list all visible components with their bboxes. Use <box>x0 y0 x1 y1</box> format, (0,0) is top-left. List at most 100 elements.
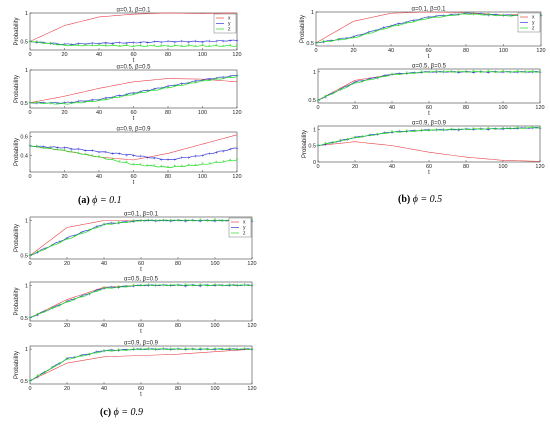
plot-title: α=0.9, β=0.9 <box>124 341 159 347</box>
series-marker-y: + <box>187 80 191 86</box>
series-marker-z: * <box>391 129 394 135</box>
series-marker-y: + <box>104 149 108 155</box>
series-marker-z: * <box>494 127 497 133</box>
series-marker-y: + <box>117 221 121 227</box>
series-marker-z: * <box>139 90 142 96</box>
series-marker-z: * <box>509 70 512 76</box>
axes-frame <box>29 131 238 173</box>
series-marker-z: * <box>66 237 69 243</box>
x-tick-label: 60 <box>130 110 136 116</box>
series-marker-z: * <box>29 316 32 322</box>
axes-frame <box>29 216 253 260</box>
legend-label-y: y <box>243 225 246 231</box>
series-marker-y: + <box>42 100 46 106</box>
series-marker-y: + <box>206 282 210 288</box>
series-marker-z: * <box>324 141 327 147</box>
series-marker-z: * <box>91 99 94 105</box>
series-marker-y: + <box>124 347 128 353</box>
series-marker-z: * <box>390 24 393 30</box>
series-marker-z: * <box>36 144 39 150</box>
series-marker-z: * <box>36 100 39 106</box>
x-tick-label: 120 <box>232 174 241 180</box>
axes-frame <box>317 68 541 104</box>
series-marker-y: + <box>147 347 151 353</box>
series-marker-y: + <box>80 293 84 299</box>
series-marker-z: * <box>56 148 59 154</box>
series-marker-y: + <box>184 219 188 225</box>
series-marker-y: + <box>95 288 99 294</box>
series-marker-z: * <box>50 41 53 47</box>
series-marker-y: + <box>65 235 69 241</box>
series-marker-y: + <box>383 130 387 136</box>
series-marker-z: * <box>81 231 84 237</box>
series-marker-y: + <box>73 233 77 239</box>
series-marker-y: + <box>243 283 247 289</box>
series-marker-z: * <box>208 44 211 50</box>
series-marker-z: * <box>229 218 232 224</box>
series-marker-y: + <box>83 99 87 105</box>
series-marker-z: * <box>192 218 195 224</box>
series-marker-z: * <box>243 218 246 224</box>
x-tick-label: 100 <box>499 48 508 54</box>
series-marker-z: * <box>201 43 204 49</box>
x-tick-label: 60 <box>138 323 144 329</box>
x-tick-label: 100 <box>198 174 207 180</box>
series-marker-z: * <box>43 101 46 107</box>
series-marker-z: * <box>443 128 446 134</box>
series-marker-y: + <box>338 87 342 93</box>
series-marker-z: * <box>531 125 534 131</box>
y-tick-label: 0.5 <box>20 39 28 45</box>
series-marker-y: + <box>435 127 439 133</box>
series-marker-z: * <box>125 160 128 166</box>
series-marker-z: * <box>177 218 180 224</box>
series-marker-z: * <box>132 163 135 169</box>
series-marker-y: + <box>83 148 87 154</box>
series-line-y <box>317 71 541 101</box>
series-marker-z: * <box>98 43 101 49</box>
x-tick-label: 120 <box>232 52 241 58</box>
series-marker-y: + <box>132 40 136 46</box>
series-marker-z: * <box>322 39 325 45</box>
series-marker-z: * <box>412 20 415 26</box>
series-marker-z: * <box>169 283 172 289</box>
series-marker-y: + <box>139 89 143 95</box>
series-marker-z: * <box>58 241 61 247</box>
series-marker-y: + <box>110 220 114 226</box>
series-marker-z: * <box>88 352 91 358</box>
series-marker-y: + <box>97 98 101 104</box>
series-marker-z: * <box>132 44 135 50</box>
legend-label-z: z <box>243 231 246 237</box>
series-marker-y: + <box>132 153 136 159</box>
series-marker-z: * <box>510 14 513 20</box>
y-tick-label: 1 <box>25 347 28 353</box>
series-marker-y: + <box>442 70 446 76</box>
series-marker-y: + <box>509 13 513 19</box>
series-marker-z: * <box>103 286 106 292</box>
series-marker-z: * <box>215 160 218 166</box>
series-marker-y: + <box>184 283 188 289</box>
series-marker-y: + <box>331 140 335 146</box>
series-line-x <box>317 71 540 101</box>
series-marker-z: * <box>110 349 113 355</box>
series-marker-y: + <box>397 21 401 27</box>
x-tick-label: 100 <box>498 105 507 111</box>
panel-label-b: (b) ϕ = 0.5 <box>398 194 443 205</box>
series-marker-y: + <box>80 230 84 236</box>
series-marker-z: * <box>509 126 512 132</box>
series-marker-y: + <box>145 155 149 161</box>
series-marker-z: * <box>435 15 438 21</box>
legend-box <box>517 12 541 33</box>
series-marker-z: * <box>110 222 113 228</box>
series-marker-z: * <box>125 220 128 226</box>
legend-box <box>228 217 252 238</box>
series-marker-y: + <box>344 36 348 42</box>
series-marker-z: * <box>105 98 108 104</box>
series-marker-z: * <box>251 218 254 224</box>
series-marker-z: * <box>391 72 394 78</box>
series-marker-z: * <box>44 370 47 376</box>
series-marker-y: + <box>191 218 195 224</box>
series-marker-z: * <box>330 39 333 45</box>
series-marker-z: * <box>36 39 39 45</box>
